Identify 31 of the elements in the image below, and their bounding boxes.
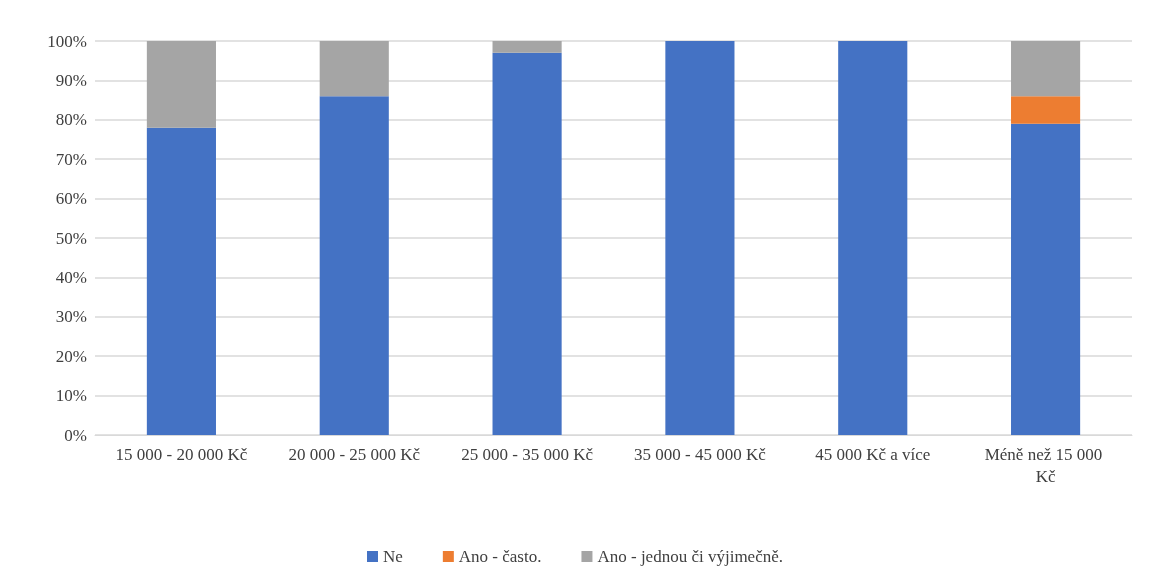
bar <box>492 52 562 435</box>
bar <box>838 41 908 435</box>
bar <box>319 96 389 435</box>
bar <box>146 41 216 128</box>
y-tick-label: 50% <box>55 228 87 248</box>
y-tick-label: 100% <box>47 31 87 51</box>
bar <box>1011 96 1081 124</box>
y-tick-label: 80% <box>55 110 87 130</box>
y-tick-label: 20% <box>55 346 87 366</box>
bar <box>319 41 389 97</box>
bar <box>492 41 562 53</box>
y-tick-label: 0% <box>64 425 87 445</box>
legend-label: Ano - často. <box>458 547 542 566</box>
x-tick-label: 45 000 Kč a více <box>815 444 931 464</box>
legend-label: Ano - jednou či výjimečně. <box>597 547 783 566</box>
bar <box>146 127 216 435</box>
bar <box>1011 41 1081 97</box>
y-tick-label: 40% <box>55 267 87 287</box>
y-tick-label: 90% <box>55 70 87 90</box>
x-tick-label: Méně než 15 000 Kč <box>984 444 1107 486</box>
y-tick-label: 10% <box>55 386 87 406</box>
x-tick-label: 25 000 - 35 000 Kč <box>461 444 594 464</box>
legend-label: Ne <box>383 547 403 566</box>
x-tick-label: 20 000 - 25 000 Kč <box>288 444 421 464</box>
y-tick-label: 70% <box>55 149 87 169</box>
y-tick-label: 30% <box>55 307 87 327</box>
x-tick-label: 35 000 - 45 000 Kč <box>634 444 767 464</box>
bar <box>1011 123 1081 435</box>
y-tick-label: 60% <box>55 189 87 209</box>
x-tick-label: 15 000 - 20 000 Kč <box>115 444 248 464</box>
bar <box>665 41 735 435</box>
